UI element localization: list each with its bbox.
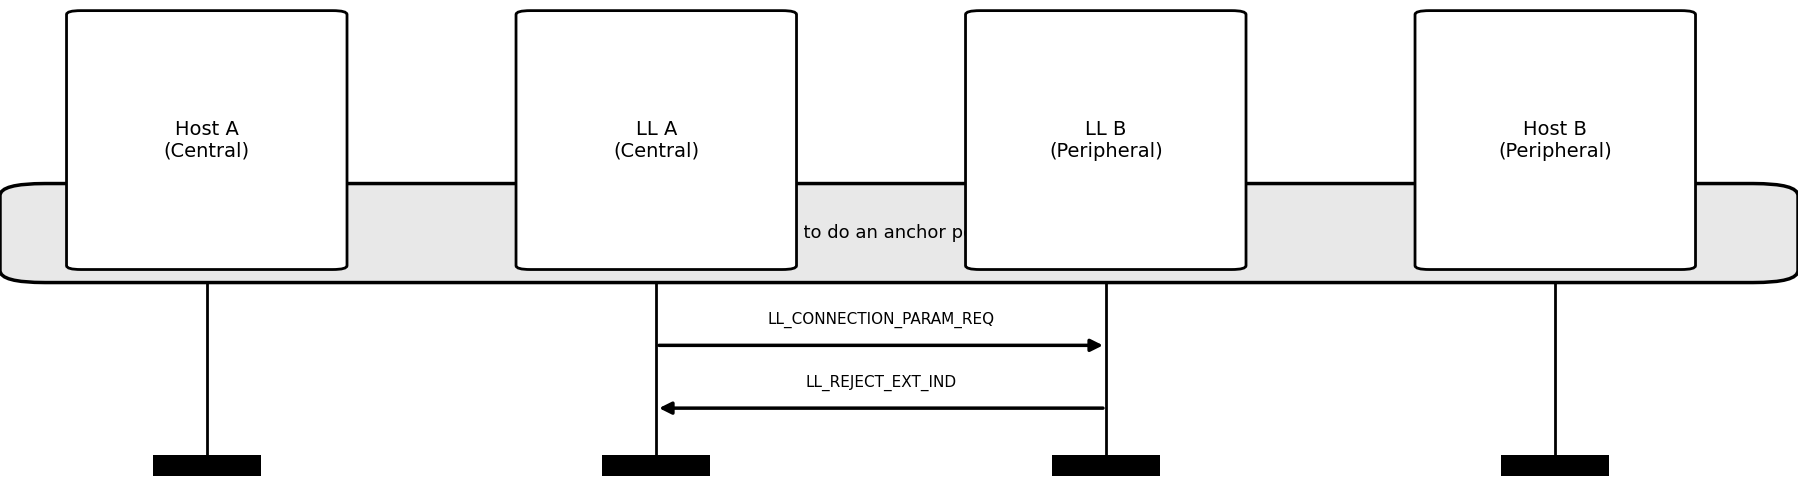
- Text: Host B
(Peripheral): Host B (Peripheral): [1498, 120, 1613, 160]
- Bar: [602, 455, 710, 476]
- FancyBboxPatch shape: [516, 11, 797, 270]
- FancyBboxPatch shape: [1415, 11, 1696, 270]
- Text: LL_REJECT_EXT_IND: LL_REJECT_EXT_IND: [806, 375, 957, 391]
- Text: LL B
(Peripheral): LL B (Peripheral): [1048, 120, 1163, 160]
- FancyBboxPatch shape: [67, 11, 347, 270]
- Bar: [1501, 455, 1609, 476]
- Text: Host A
(Central): Host A (Central): [164, 120, 250, 160]
- Text: LL A
(Central): LL A (Central): [613, 120, 699, 160]
- FancyBboxPatch shape: [966, 11, 1246, 270]
- FancyBboxPatch shape: [0, 184, 1798, 283]
- Bar: [153, 455, 261, 476]
- Text: Step 1:  LL A wishes to do an anchor point move.  LL B rejects.: Step 1: LL A wishes to do an anchor poin…: [617, 224, 1181, 242]
- Text: LL_CONNECTION_PARAM_REQ: LL_CONNECTION_PARAM_REQ: [768, 312, 994, 328]
- Bar: [1052, 455, 1160, 476]
